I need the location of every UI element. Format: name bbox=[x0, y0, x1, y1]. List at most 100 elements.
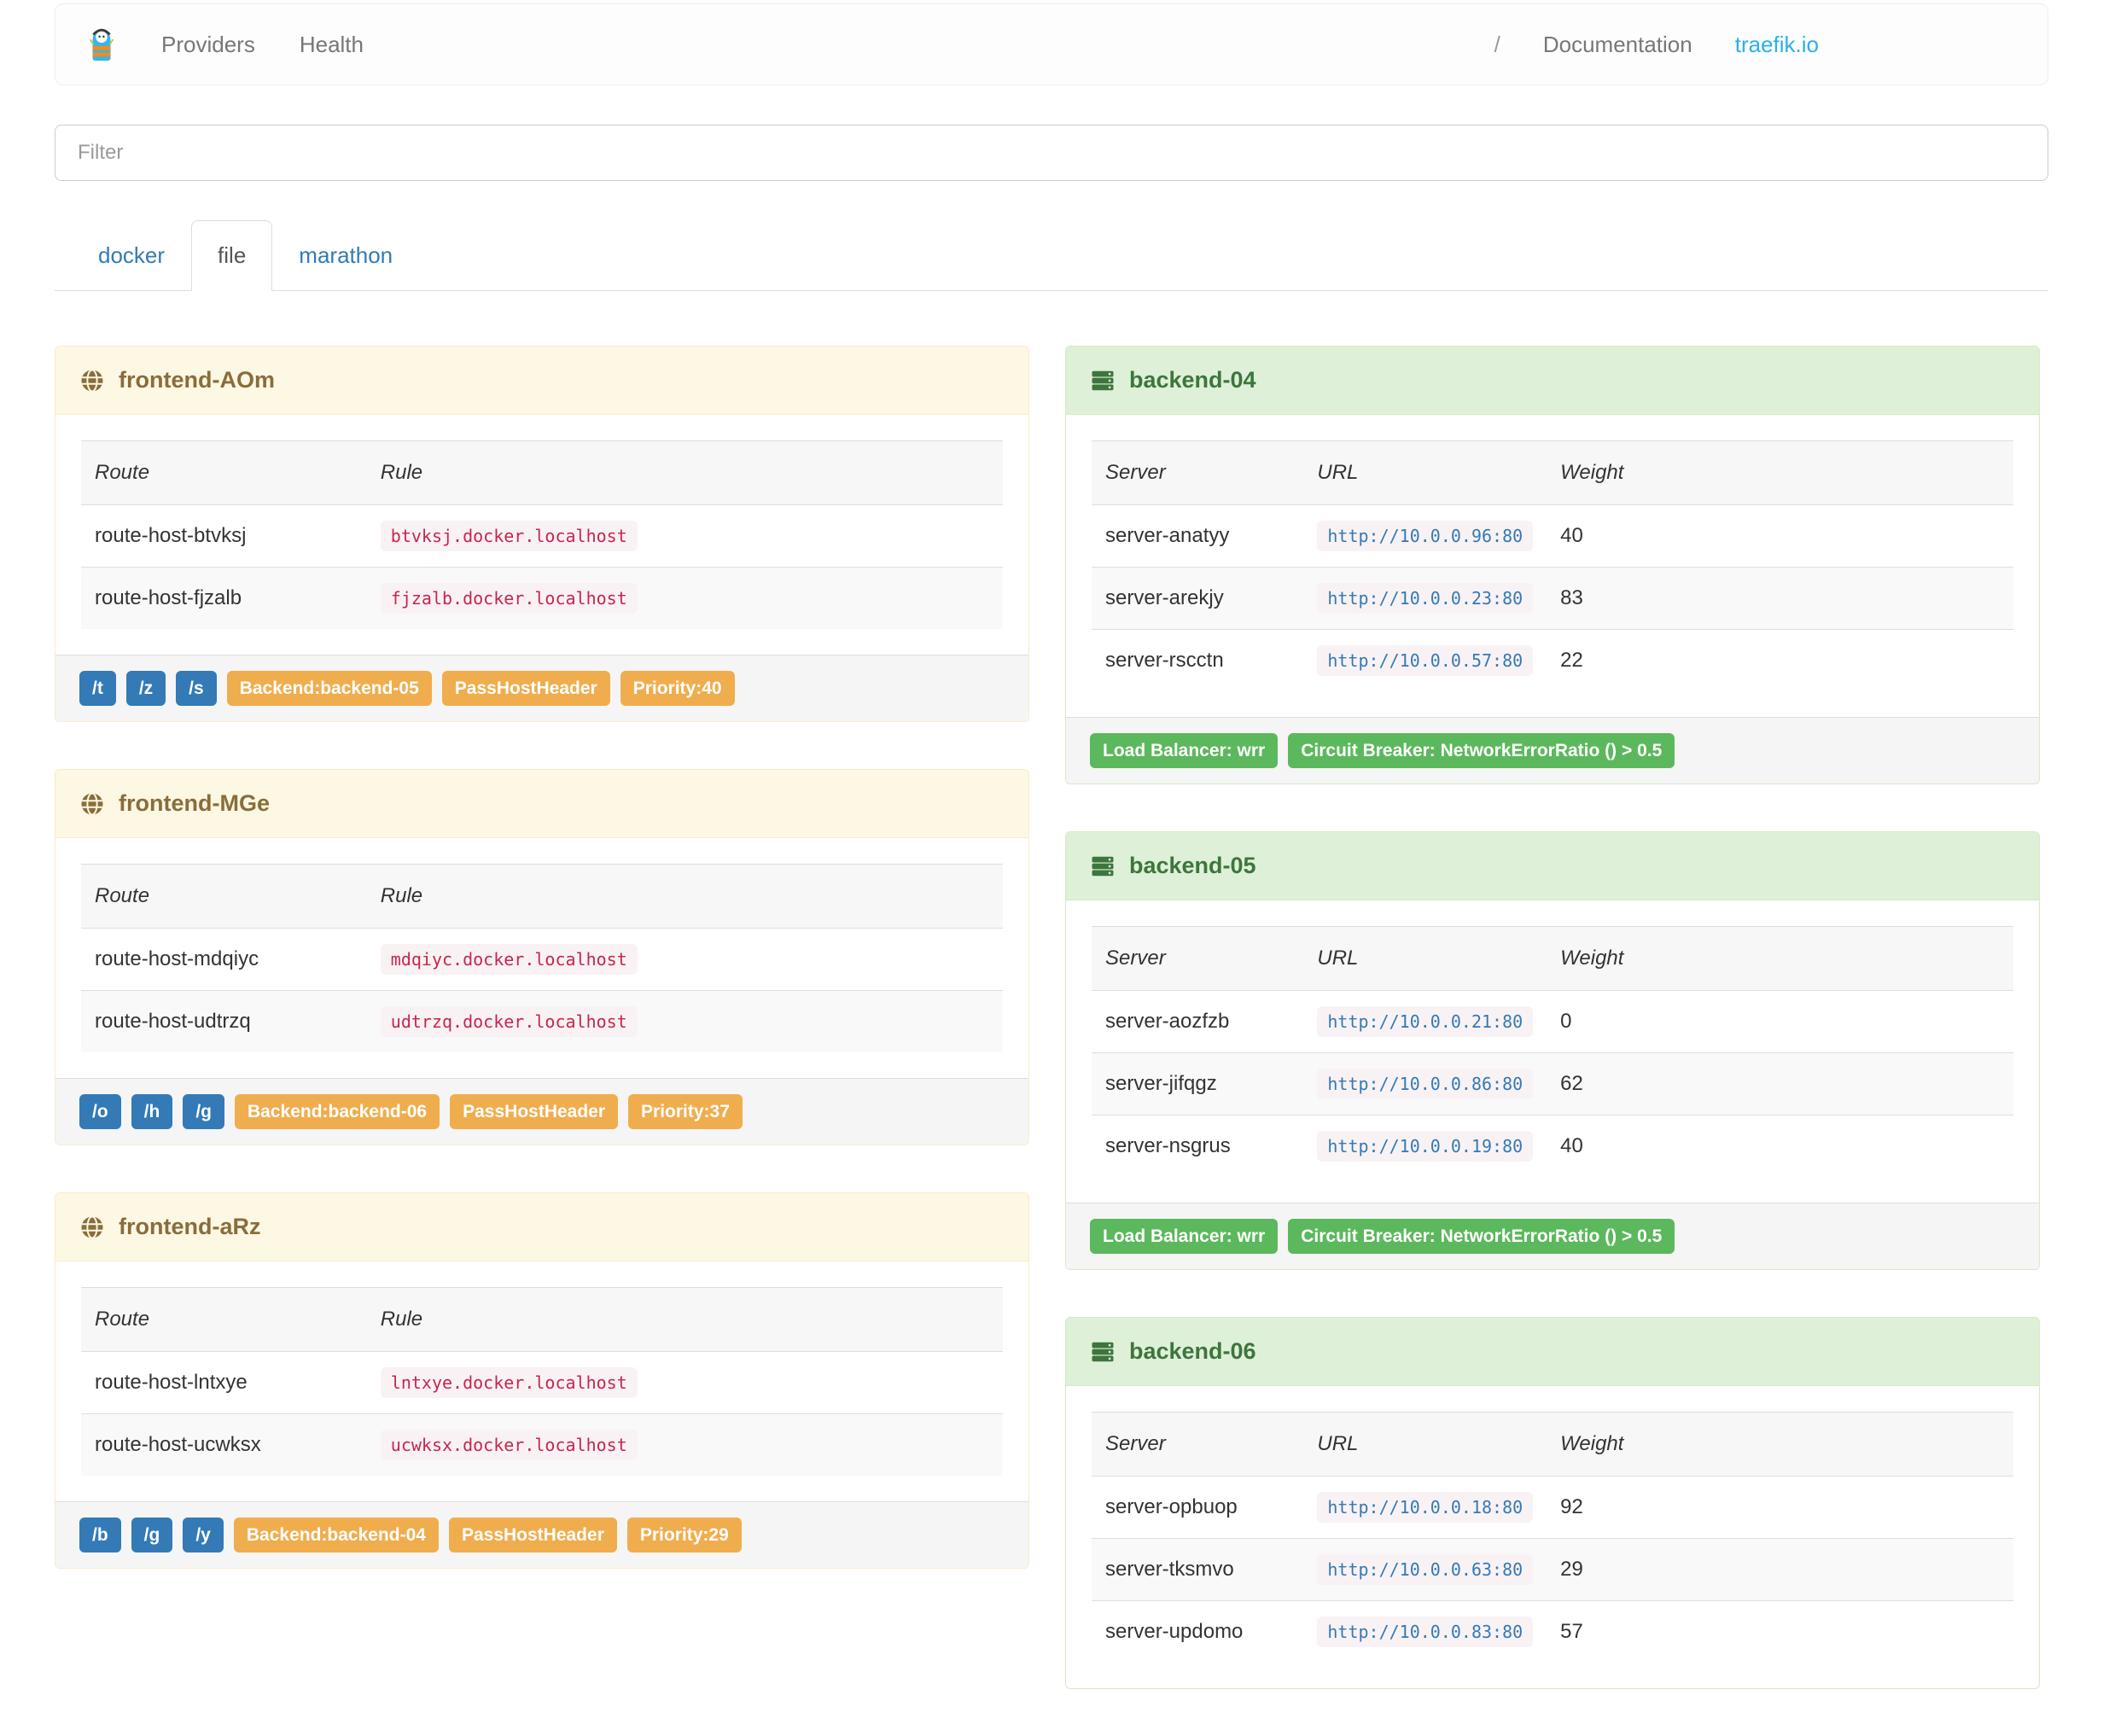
panel-title: backend-04 bbox=[1129, 367, 1256, 393]
column-header-server: Server bbox=[1092, 926, 1304, 992]
server-name: server-opbuop bbox=[1105, 1495, 1238, 1519]
backend-panel: backend-06 Server URL Weight server-opbu… bbox=[1065, 1317, 2040, 1690]
column-header-rule: Rule bbox=[366, 864, 1003, 929]
route-name: route-host-lntxye bbox=[95, 1371, 248, 1395]
load-balancer-badge: Load Balancer: wrr bbox=[1090, 733, 1279, 769]
nav-link-documentation[interactable]: Documentation bbox=[1542, 31, 1692, 57]
panel-footer: /t /z /s Backend:backend-05 PassHostHead… bbox=[55, 655, 1028, 722]
nav-link-providers[interactable]: Providers bbox=[161, 31, 255, 57]
rule-code: lntxye.docker.localhost bbox=[380, 1367, 638, 1399]
frontend-panel: frontend-MGe Route Rule route-host-mdqiy… bbox=[55, 769, 1029, 1146]
globe-icon bbox=[79, 1215, 105, 1240]
table-row: server-opbuop http://10.0.0.18:80 92 bbox=[1092, 1477, 2013, 1539]
circuit-breaker-badge: Circuit Breaker: NetworkErrorRatio () > … bbox=[1288, 733, 1675, 769]
server-name: server-tksmvo bbox=[1092, 1538, 1304, 1601]
passhostheader-badge: PassHostHeader bbox=[450, 1094, 619, 1130]
server-name: server-arekjy bbox=[1092, 567, 1304, 630]
server-weight: 0 bbox=[1560, 1010, 1572, 1034]
navbar: Providers Health / Documentation traefik… bbox=[55, 3, 2048, 85]
column-header-route: Route bbox=[81, 1287, 367, 1353]
server-url-link[interactable]: http://10.0.0.63:80 bbox=[1317, 1554, 1534, 1586]
path-badge: /g bbox=[131, 1518, 173, 1553]
column-header-weight: Weight bbox=[1547, 926, 2013, 992]
table-row: route-host-ucwksx ucwksx.docker.localhos… bbox=[81, 1413, 1003, 1477]
panel-title: backend-05 bbox=[1129, 853, 1256, 879]
column-header-weight: Weight bbox=[1547, 1412, 2013, 1477]
server-weight: 57 bbox=[1547, 1600, 2013, 1663]
column-header-server: Server bbox=[1092, 1412, 1304, 1477]
column-header-url: URL bbox=[1303, 1412, 1547, 1477]
panel-body: Server URL Weight server-aozfzb http://1… bbox=[1066, 900, 2039, 1203]
tab-marathon[interactable]: marathon bbox=[299, 242, 393, 268]
server-url-link[interactable]: http://10.0.0.86:80 bbox=[1317, 1069, 1534, 1100]
server-weight: 62 bbox=[1547, 1052, 2013, 1116]
rule-code: ucwksx.docker.localhost bbox=[380, 1430, 638, 1461]
provider-tabs: docker file marathon bbox=[55, 220, 2048, 291]
rule-code: mdqiyc.docker.localhost bbox=[380, 944, 638, 976]
server-name: server-jifqgz bbox=[1092, 1052, 1304, 1116]
server-name: server-nsgrus bbox=[1092, 1115, 1304, 1178]
frontend-panel: frontend-aRz Route Rule route-host-lntxy… bbox=[55, 1192, 1029, 1570]
route-name: route-host-fjzalb bbox=[81, 567, 367, 629]
circuit-breaker-badge: Circuit Breaker: NetworkErrorRatio () > … bbox=[1288, 1219, 1675, 1255]
column-header-route: Route bbox=[81, 440, 367, 505]
backend-panel: backend-04 Server URL Weight server-anat… bbox=[1065, 346, 2040, 785]
server-weight: 22 bbox=[1547, 629, 2013, 691]
route-name: route-host-mdqiyc bbox=[95, 947, 259, 971]
rule-code: udtrzq.docker.localhost bbox=[380, 1006, 638, 1038]
tab-file[interactable]: file bbox=[191, 220, 273, 291]
content: frontend-AOm Route Rule route-host-btvks… bbox=[0, 346, 2103, 1736]
table-row: server-jifqgz http://10.0.0.86:80 62 bbox=[1092, 1052, 2013, 1116]
column-header-server: Server bbox=[1092, 440, 1304, 505]
load-balancer-badge: Load Balancer: wrr bbox=[1090, 1219, 1279, 1255]
panel-body: Server URL Weight server-opbuop http://1… bbox=[1066, 1386, 2039, 1688]
filter-input[interactable] bbox=[55, 125, 2048, 181]
server-url-link[interactable]: http://10.0.0.57:80 bbox=[1317, 645, 1534, 676]
path-badge: /g bbox=[183, 1094, 225, 1130]
panel-footer: /o /h /g Backend:backend-06 PassHostHead… bbox=[55, 1078, 1028, 1145]
panel-body: Route Rule route-host-mdqiyc mdqiyc.dock… bbox=[55, 838, 1028, 1078]
nav-divider: / bbox=[1494, 31, 1500, 57]
server-url-link[interactable]: http://10.0.0.23:80 bbox=[1317, 583, 1534, 614]
server-url-link[interactable]: http://10.0.0.18:80 bbox=[1317, 1492, 1534, 1523]
panel-body: Server URL Weight server-anatyy http://1… bbox=[1066, 415, 2039, 717]
server-url-link[interactable]: http://10.0.0.19:80 bbox=[1317, 1131, 1534, 1162]
nav-link-health[interactable]: Health bbox=[299, 31, 364, 57]
server-weight: 83 bbox=[1547, 567, 2013, 630]
rule-code: btvksj.docker.localhost bbox=[380, 521, 638, 551]
frontend-panel-heading: frontend-AOm bbox=[55, 347, 1028, 415]
panel-footer: /b /g /y Backend:backend-04 PassHostHead… bbox=[55, 1501, 1028, 1569]
column-header-weight: Weight bbox=[1547, 440, 2013, 505]
backend-panel: backend-05 Server URL Weight server-aozf… bbox=[1065, 831, 2040, 1271]
server-name: server-rscctn bbox=[1092, 629, 1304, 691]
traefik-logo-icon[interactable] bbox=[86, 25, 117, 64]
globe-icon bbox=[79, 368, 105, 393]
server-url-link[interactable]: http://10.0.0.83:80 bbox=[1317, 1617, 1534, 1648]
priority-badge: Priority:29 bbox=[626, 1518, 742, 1553]
priority-badge: Priority:37 bbox=[628, 1094, 743, 1130]
path-badge: /o bbox=[79, 1094, 121, 1130]
passhostheader-badge: PassHostHeader bbox=[441, 671, 610, 707]
server-url-link[interactable]: http://10.0.0.21:80 bbox=[1317, 1006, 1534, 1038]
backend-panel-heading: backend-06 bbox=[1066, 1318, 2039, 1387]
nav-link-traefik-io[interactable]: traefik.io bbox=[1734, 31, 1819, 57]
server-url-link[interactable]: http://10.0.0.96:80 bbox=[1317, 521, 1534, 551]
route-name: route-host-btvksj bbox=[95, 524, 247, 547]
table-row: server-updomo http://10.0.0.83:80 57 bbox=[1092, 1600, 2013, 1663]
path-badge: /t bbox=[79, 671, 116, 707]
tab-docker[interactable]: docker bbox=[98, 242, 166, 268]
route-name: route-host-ucwksx bbox=[81, 1413, 367, 1477]
panel-title: backend-06 bbox=[1129, 1338, 1256, 1365]
route-name: route-host-udtrzq bbox=[81, 990, 367, 1053]
filter-row bbox=[55, 125, 2048, 181]
server-weight: 40 bbox=[1560, 524, 1583, 547]
panel-footer: Load Balancer: wrr Circuit Breaker: Netw… bbox=[1066, 717, 2039, 784]
server-weight: 29 bbox=[1547, 1538, 2013, 1601]
table-row: server-nsgrus http://10.0.0.19:80 40 bbox=[1092, 1115, 2013, 1178]
table-row: server-rscctn http://10.0.0.57:80 22 bbox=[1092, 629, 2013, 691]
table-row: server-aozfzb http://10.0.0.21:80 0 bbox=[1092, 991, 2013, 1053]
globe-icon bbox=[79, 791, 105, 817]
column-header-rule: Rule bbox=[366, 440, 1003, 505]
frontends-column: frontend-AOm Route Rule route-host-btvks… bbox=[55, 346, 1029, 1616]
server-icon bbox=[1090, 368, 1116, 393]
